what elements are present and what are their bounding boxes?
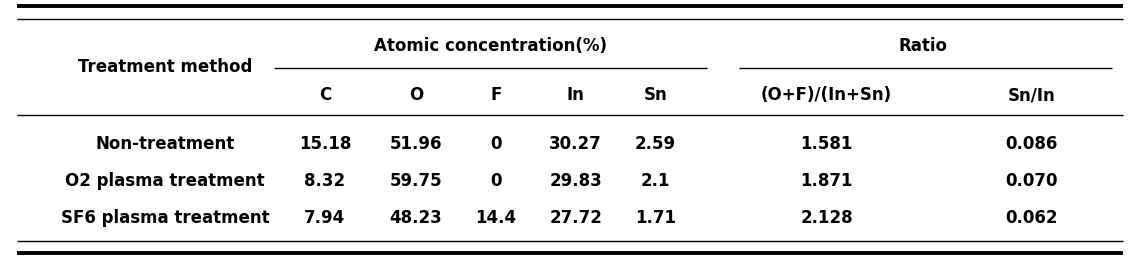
- Text: 0.070: 0.070: [1005, 172, 1058, 190]
- Text: 0.062: 0.062: [1005, 209, 1058, 227]
- Text: 0: 0: [490, 135, 502, 154]
- Text: 8.32: 8.32: [304, 172, 345, 190]
- Text: 1.71: 1.71: [635, 209, 676, 227]
- Text: 0.086: 0.086: [1005, 135, 1058, 154]
- Text: 2.128: 2.128: [800, 209, 853, 227]
- Text: 1.581: 1.581: [800, 135, 853, 154]
- Text: 2.1: 2.1: [641, 172, 670, 190]
- Text: Sn/In: Sn/In: [1008, 86, 1056, 104]
- Text: Non-treatment: Non-treatment: [96, 135, 235, 154]
- Text: 59.75: 59.75: [390, 172, 442, 190]
- Text: F: F: [490, 86, 502, 104]
- Text: Ratio: Ratio: [899, 37, 947, 55]
- Text: Atomic concentration(%): Atomic concentration(%): [374, 37, 606, 55]
- Text: C: C: [319, 86, 331, 104]
- Text: SF6 plasma treatment: SF6 plasma treatment: [60, 209, 270, 227]
- Text: O: O: [409, 86, 423, 104]
- Text: 51.96: 51.96: [390, 135, 442, 154]
- Text: 48.23: 48.23: [390, 209, 442, 227]
- Text: 0: 0: [490, 172, 502, 190]
- Text: 1.871: 1.871: [800, 172, 853, 190]
- Text: O2 plasma treatment: O2 plasma treatment: [65, 172, 266, 190]
- Text: 7.94: 7.94: [304, 209, 345, 227]
- Text: (O+F)/(In+Sn): (O+F)/(In+Sn): [760, 86, 893, 104]
- Text: 30.27: 30.27: [549, 135, 602, 154]
- Text: 15.18: 15.18: [299, 135, 351, 154]
- Text: In: In: [567, 86, 585, 104]
- Text: 27.72: 27.72: [549, 209, 602, 227]
- Text: Sn: Sn: [644, 86, 667, 104]
- Text: 29.83: 29.83: [549, 172, 602, 190]
- Text: 14.4: 14.4: [475, 209, 516, 227]
- Text: Treatment method: Treatment method: [79, 58, 252, 76]
- Text: 2.59: 2.59: [635, 135, 676, 154]
